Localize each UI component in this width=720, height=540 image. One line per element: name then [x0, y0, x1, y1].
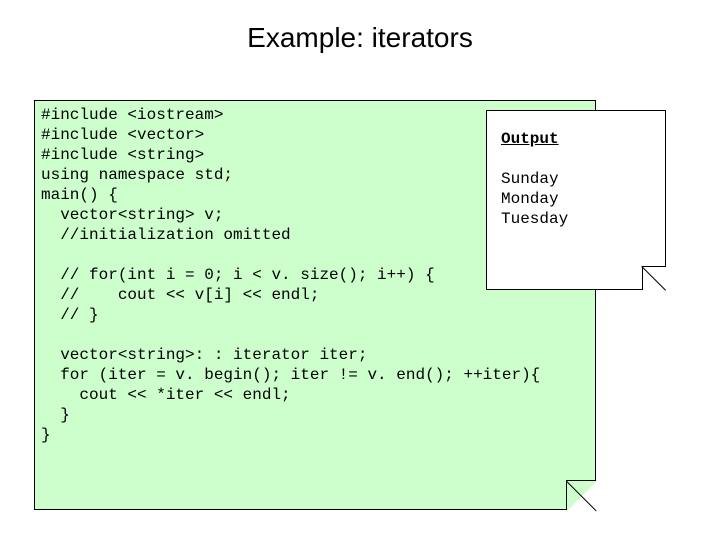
- output-sticky-note: Output Sunday Monday Tuesday: [486, 110, 666, 290]
- output-lines: Sunday Monday Tuesday: [501, 170, 568, 228]
- slide-title: Example: iterators: [0, 22, 720, 54]
- code-block: #include <iostream> #include <vector> #i…: [41, 105, 540, 445]
- page-curl-icon: [642, 266, 666, 290]
- output-block: Output Sunday Monday Tuesday: [501, 129, 568, 229]
- page-curl-icon: [566, 480, 596, 510]
- output-heading: Output: [501, 130, 559, 148]
